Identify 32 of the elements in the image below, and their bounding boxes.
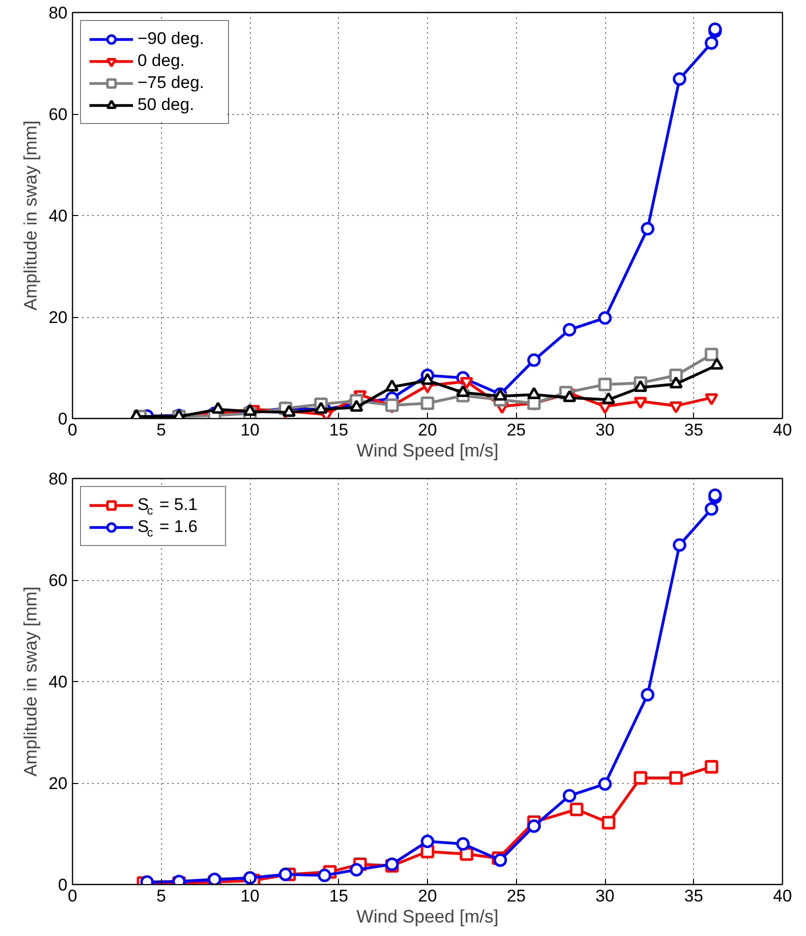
legend-label: −90 deg. xyxy=(138,29,204,48)
x-tick-label: 25 xyxy=(506,886,526,906)
legend-label: 0 deg. xyxy=(138,51,185,70)
x-tick-label: 35 xyxy=(684,420,704,440)
y-tick-label: 20 xyxy=(48,774,68,793)
y-tick-label: 80 xyxy=(48,470,68,488)
legend-label: 50 deg. xyxy=(138,95,194,114)
y-tick-label: 40 xyxy=(48,672,68,692)
y-axis-title: Amplitude in sway [mm] xyxy=(20,120,41,311)
x-tick-label: 40 xyxy=(773,420,792,440)
x-tick-label: 30 xyxy=(596,886,614,906)
x-axis-title: Wind Speed [m/s] xyxy=(356,906,499,926)
x-tick-label: 10 xyxy=(240,886,260,906)
x-tick-label: 20 xyxy=(418,420,437,440)
x-tick-label: 25 xyxy=(506,420,526,440)
x-tick-label: 5 xyxy=(156,886,166,906)
y-tick-label: 20 xyxy=(48,308,68,327)
y-tick-label: 80 xyxy=(48,4,68,22)
y-tick-label: 60 xyxy=(48,571,68,590)
x-tick-label: 35 xyxy=(684,886,704,906)
x-tick-label: 15 xyxy=(329,886,348,906)
y-tick-label: 40 xyxy=(48,206,68,226)
x-axis-title: Wind Speed [m/s] xyxy=(356,440,499,460)
x-tick-label: 5 xyxy=(156,420,166,440)
y-axis-title: Amplitude in sway [mm] xyxy=(20,586,41,777)
x-tick-label: 40 xyxy=(773,886,792,906)
x-tick-label: 10 xyxy=(240,420,260,440)
x-tick-label: 20 xyxy=(418,886,437,906)
x-tick-label: 15 xyxy=(329,420,348,440)
x-tick-label: 30 xyxy=(596,420,614,440)
legend-label: −75 deg. xyxy=(138,73,204,92)
y-tick-label: 60 xyxy=(48,105,68,124)
